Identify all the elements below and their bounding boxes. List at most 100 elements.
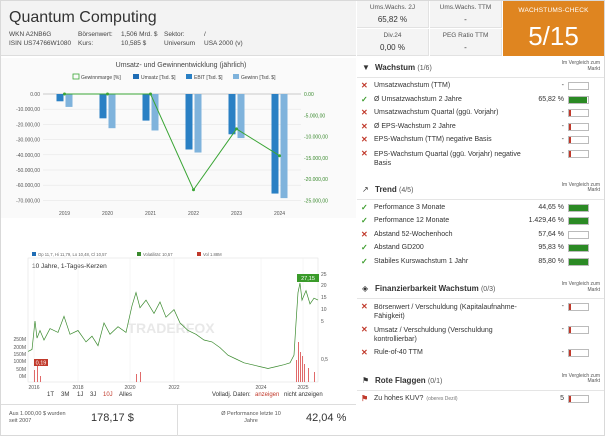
y-tick-label: -70.000,00 <box>16 198 40 204</box>
checklist-row[interactable]: ✓ Abstand GD200 95,83 % <box>357 242 604 255</box>
metric-label: Ums.Wachs. TTM <box>439 4 492 11</box>
legend-label: Gewinn [Tsd. $] <box>241 75 276 81</box>
criterion-value: 5 <box>560 394 564 402</box>
volume-tick-label: 0M <box>19 374 26 380</box>
section-header[interactable]: ↗ Trend (4/5) Im Vergleich zum Markt <box>357 180 604 200</box>
price-chart-svg[interactable]: Op 11,7, Hi 11,79, Lo 10,48, Cl 10,57 Vol… <box>1 248 356 393</box>
checklist-row[interactable]: ✓ Stabiles Kurswachstum 1 Jahr 85,80 % <box>357 256 604 269</box>
x-tick-label: 2023 <box>231 211 242 217</box>
y-tick-label: -40.000,00 <box>16 153 40 159</box>
universe-key: Universum <box>164 40 196 47</box>
volume-tick-label: 250M <box>13 337 26 343</box>
x-tick-label: 2024 <box>255 385 266 391</box>
price-tick-label: 5 <box>321 319 324 325</box>
y-tick-label: 0.00 <box>30 92 40 98</box>
checklist-row[interactable]: ✕ EPS-Wachstum (TTM) negative Basis - <box>357 134 604 147</box>
adjusted-hide[interactable]: nicht anzeigen <box>284 392 323 398</box>
metric-label: Div.24 <box>383 32 402 39</box>
range-alles[interactable]: Alles <box>119 392 133 398</box>
volume-bar <box>37 362 38 382</box>
checklist-row[interactable]: ✕ Umsatzwachstum Quartal (ggü. Vorjahr) - <box>357 107 604 120</box>
section-header[interactable]: ◈ Finanzierbarkeit Wachstum (0/3) Im Vergl… <box>357 279 604 299</box>
checklist-row[interactable]: ⚑ Zu hohes KUV? (oberes Dezil) 5 <box>357 393 604 406</box>
flag-icon: ⚑ <box>361 393 369 403</box>
criterion-value: - <box>561 82 564 89</box>
mcap-value: 1,506 Mrd. $ <box>121 31 158 38</box>
legend-swatch <box>72 73 80 80</box>
range-1t[interactable]: 1T <box>47 392 55 398</box>
page-title: Quantum Computing <box>9 9 157 26</box>
criterion-label: EPS-Wachstum (TTM) negative Basis <box>374 136 492 143</box>
metric-cell: PEG Ratio TTM - <box>430 29 502 56</box>
market-compare-fill <box>569 96 588 103</box>
section-header[interactable]: ⚑ Rote Flaggen (0/1) Im Vergleich zum Mark… <box>357 371 604 391</box>
legend-swatch <box>137 252 141 256</box>
checklist-row[interactable]: ✓ Performance 3 Monate 44,65 % <box>357 202 604 215</box>
mcap-key: Börsenwert: <box>78 31 113 38</box>
legend-swatch <box>32 252 36 256</box>
checklist-row[interactable]: ✓ Ø Umsatzwachstum 2 Jahre 65,82 % <box>357 94 604 107</box>
range-1j[interactable]: 1J <box>77 392 84 398</box>
margin-point <box>149 92 152 96</box>
range-3j[interactable]: 3J <box>90 392 97 398</box>
cross-icon: ✕ <box>361 229 368 239</box>
growth-check-score[interactable]: WACHSTUMS-CHECK 5/15 <box>503 1 604 56</box>
cross-icon: ✕ <box>361 121 368 131</box>
x-tick-label: 2020 <box>102 211 113 217</box>
section-title-text: Wachstum <box>375 63 416 72</box>
volume-tick-label: 50M <box>16 367 26 373</box>
ebit-bar <box>228 94 236 135</box>
gewinn-bar <box>194 94 202 153</box>
price-tick-label: 10 <box>321 307 327 313</box>
criterion-label: Umsatzwachstum Quartal (ggü. Vorjahr) <box>374 109 499 116</box>
checklist-row[interactable]: ✓ Performance 12 Monate 1.429,46 % <box>357 215 604 228</box>
checklist-row[interactable]: ✕ Umsatzwachstum (TTM) - <box>357 80 604 93</box>
market-compare-bar <box>568 230 589 239</box>
checklist-row[interactable]: ✕ Ø EPS-Wachstum 2 Jahre - <box>357 121 604 134</box>
section-header[interactable]: ▼ Wachstum (1/6) Im Vergleich zum Markt <box>357 58 604 78</box>
market-compare-bar <box>568 136 589 144</box>
perf-label: Ø Performance letzte 10 Jahre <box>221 411 281 424</box>
range-10j[interactable]: 10J <box>103 392 113 398</box>
checklist-row[interactable]: ✕ Börsenwert / Verschuldung (Kapitalaufna… <box>357 301 604 323</box>
x-tick-label: 2019 <box>59 211 70 217</box>
ebit-bar <box>99 94 107 119</box>
y-tick-label: -60.000,00 <box>16 183 40 189</box>
y2-tick-label: -5.000,00 <box>304 113 325 119</box>
performance-summary: Aus 1.000,00 $ wurden seit 2007 178,17 $… <box>1 404 356 436</box>
metric-value: - <box>464 43 467 52</box>
price-plot-area <box>27 257 319 383</box>
compare-label: Im Vergleich zum Markt <box>561 181 600 193</box>
metric-value: - <box>464 15 467 24</box>
chart-x-axis: 2019 2020 2021 2022 2023 2024 <box>59 211 285 217</box>
market-compare-fill <box>569 327 572 333</box>
adjusted-show[interactable]: anzeigen <box>255 392 280 398</box>
growth-check-value: 5/15 <box>528 21 579 51</box>
criterion-label: EPS-Wachstum Quartal (ggü. Vorjahr) nega… <box>374 150 521 167</box>
checklist-row[interactable]: ✕ EPS-Wachstum Quartal (ggü. Vorjahr) neg… <box>357 148 604 170</box>
fundamentals-chart-svg: Umsatz- und Gewinnentwicklung (jährlich)… <box>16 62 328 217</box>
last-price-tag-bg <box>297 274 319 282</box>
y2-tick-label: 0.00 <box>304 92 314 98</box>
market-compare-bar <box>568 95 589 104</box>
price-chart[interactable]: Op 11,7, Hi 11,79, Lo 10,48, Cl 10,57 Vol… <box>1 248 356 403</box>
checklist-row[interactable]: ✕ Rule-of-40 TTM - <box>357 347 604 360</box>
criterion-label: Ø Umsatzwachstum 2 Jahre <box>374 95 462 103</box>
flag-icon: ⚑ <box>362 375 370 385</box>
checklist-row[interactable]: ✕ Abstand 52-Wochenhoch 57,64 % <box>357 229 604 242</box>
volume-bar <box>298 342 299 382</box>
volume-tick-label: 100M <box>13 359 26 365</box>
criterion-suffix: (oberes Dezil) <box>426 395 458 402</box>
checklist-row[interactable]: ✕ Umsatz / Verschuldung (Verschuldung kon… <box>357 324 604 346</box>
range-3m[interactable]: 3M <box>61 392 70 398</box>
volume-bar <box>296 360 297 382</box>
legend-swatch <box>133 74 139 79</box>
criterion-label: Umsatzwachstum (TTM) <box>374 82 451 89</box>
section-title-text: Trend <box>375 184 397 194</box>
volume-bar <box>302 356 303 382</box>
section-count: (0/1) <box>427 377 443 385</box>
volume-bar <box>140 372 141 382</box>
legend-swatch <box>186 74 192 79</box>
criterion-label: Börsenwert / Verschuldung (Kapitalaufnah… <box>374 304 517 320</box>
cross-icon: ✕ <box>361 81 368 90</box>
